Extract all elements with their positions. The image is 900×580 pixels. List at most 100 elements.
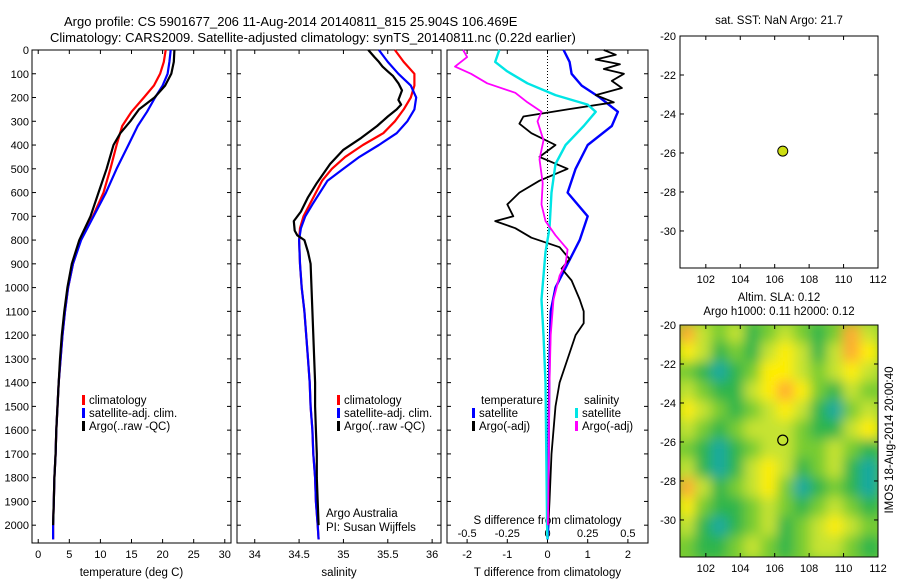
sst-map-xtick-label: 102	[697, 274, 715, 286]
sla-map-cell	[711, 458, 732, 482]
sst-map-ytick-label: -22	[660, 70, 676, 82]
temperature-ytick-label: 1000	[5, 283, 29, 295]
salinity-annotation-1: Argo Australia	[326, 508, 398, 520]
sla-map-cell	[694, 439, 715, 463]
difference-salinity-tick-label: -0.5	[458, 528, 477, 540]
sla-map-cell	[777, 477, 798, 501]
temperature-series-satellite-adj-clim-	[52, 49, 172, 540]
temperature-series-argo-raw-qc-	[52, 49, 176, 526]
sla-map-cell	[727, 361, 748, 385]
sla-map-cell	[711, 325, 732, 347]
sla-map-cell	[826, 439, 847, 463]
sla-map-cell	[760, 516, 781, 540]
sla-map-cell	[810, 381, 831, 405]
sla-map-cell	[680, 419, 699, 443]
sla-map-cell	[744, 535, 765, 557]
sla-map-cell	[727, 497, 748, 521]
sla-map-cell	[859, 516, 878, 540]
temperature-ytick-label: 1800	[5, 473, 29, 485]
sla-map-cell	[777, 361, 798, 385]
sla-map-cell	[859, 535, 878, 557]
temperature-ytick-label: 900	[11, 259, 29, 271]
temperature-xlabel: temperature (deg C)	[80, 567, 184, 579]
sla-map-cell	[694, 342, 715, 366]
sla-map-cell	[843, 439, 864, 463]
salinity-legend-entry: satellite-adj. clim.	[344, 408, 432, 420]
sla-map-cell	[843, 458, 864, 482]
sla-map-cell	[760, 400, 781, 424]
sla-map-xtick-label: 104	[731, 563, 749, 575]
sla-map-cell	[727, 342, 748, 366]
sla-map-cell	[680, 497, 699, 521]
difference-salinity-tick-label: 0.25	[577, 528, 598, 540]
sla-map-cell	[760, 439, 781, 463]
salinity-xtick-label: 34	[249, 549, 261, 561]
temperature-series-climatology	[52, 49, 167, 540]
sla-map-cell	[680, 361, 699, 385]
temperature-ytick-label: 500	[11, 164, 29, 176]
sla-map-cell	[694, 381, 715, 405]
sla-map-side-label: IMOS 18-Aug-2014 20:00:40	[884, 366, 896, 513]
sla-map-cell	[777, 497, 798, 521]
sst-map-ytick-label: -30	[660, 226, 676, 238]
temperature-xtick-label: 0	[35, 549, 41, 561]
sla-map-cell	[727, 477, 748, 501]
sla-map-cell	[760, 458, 781, 482]
sla-map-ytick-label: -22	[660, 359, 676, 371]
sla-map-cell	[680, 381, 699, 405]
salinity-legend-entry: Argo(..raw -QC)	[344, 421, 425, 433]
difference-xtick-label: 1	[585, 549, 591, 561]
temperature-legend-swatch	[82, 421, 85, 431]
sla-map-cell	[711, 381, 732, 405]
sla-map-ytick-label: -28	[660, 476, 676, 488]
temperature-ytick-label: 1200	[5, 330, 29, 342]
sla-map-cell	[694, 361, 715, 385]
temperature-ytick-label: 200	[11, 93, 29, 105]
temperature-ytick-label: 800	[11, 235, 29, 247]
sla-map-cell	[793, 535, 814, 557]
salinity-annotation-2: PI: Susan Wijffels	[326, 522, 416, 534]
sla-map-cell	[760, 342, 781, 366]
temperature-ytick-label: 400	[11, 140, 29, 152]
sla-map-cell	[810, 325, 831, 347]
sla-map-panel: Altim. SLA: 0.12 Argo h1000: 0.11 h2000: …	[660, 292, 896, 575]
temperature-xtick-label: 20	[156, 549, 168, 561]
sla-map-cell	[859, 477, 878, 501]
sla-map-cell	[694, 419, 715, 443]
sla-map-cell	[777, 516, 798, 540]
sst-map-xtick-label: 110	[835, 274, 853, 286]
difference-legend-salinity-title: salinity	[584, 395, 619, 407]
temperature-ytick-label: 1600	[5, 425, 29, 437]
sla-map-ytick-label: -24	[660, 398, 676, 410]
sla-map-cell	[711, 439, 732, 463]
sla-map-cell	[744, 419, 765, 443]
sla-map-cell	[859, 400, 878, 424]
temperature-ytick-label: 2000	[5, 520, 29, 532]
sla-map-cell	[793, 400, 814, 424]
sla-map-cell	[744, 361, 765, 385]
sst-map-ytick-label: -20	[660, 31, 676, 43]
sla-map-cell	[859, 439, 878, 463]
temperature-ytick-label: 100	[11, 69, 29, 81]
sla-map-cell	[760, 497, 781, 521]
sla-map-cell	[793, 458, 814, 482]
sla-map-cell	[727, 458, 748, 482]
sla-map-cell	[680, 458, 699, 482]
sla-map-cell	[826, 325, 847, 347]
difference-salinity-tick-label: -0.25	[495, 528, 520, 540]
sst-map-frame	[679, 35, 879, 269]
difference-xtick-label: 2	[625, 549, 631, 561]
difference-legend-temperature-title: temperature	[481, 395, 543, 407]
sla-map-cell	[859, 361, 878, 385]
sst-map-argo-point	[777, 145, 789, 157]
temperature-ytick-label: 1700	[5, 449, 29, 461]
difference-series-salinity-argo-adj-	[454, 49, 569, 526]
salinity-panel: 34 34.5 35 35.5 36 salinity climatologysatelli…	[236, 49, 442, 579]
sla-map-cell	[826, 535, 847, 557]
temperature-ytick-label: 0	[23, 45, 29, 57]
difference-salinity-tick-label: 0.5	[620, 528, 635, 540]
sla-map-cell	[843, 325, 864, 347]
sla-map-cell	[744, 458, 765, 482]
sla-map-cell	[711, 497, 732, 521]
